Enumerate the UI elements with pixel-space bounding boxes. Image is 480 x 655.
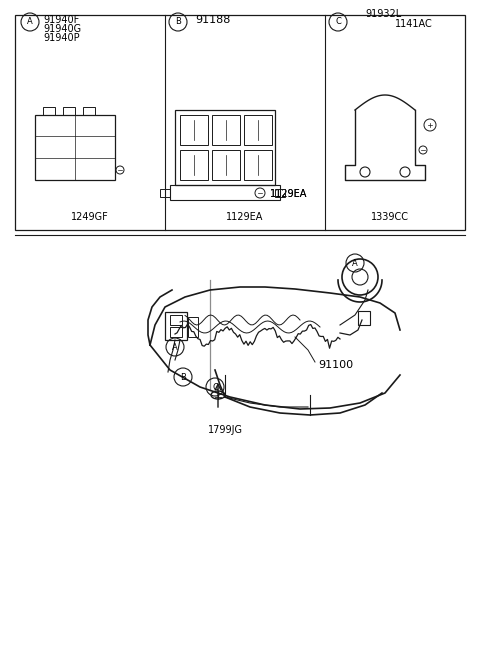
Text: 91940F: 91940F xyxy=(43,15,79,25)
Text: C: C xyxy=(212,383,218,392)
Text: 91932L: 91932L xyxy=(365,9,401,19)
Bar xyxy=(180,115,208,145)
Text: 1339CC: 1339CC xyxy=(371,212,409,222)
Text: A: A xyxy=(352,259,358,267)
Text: A: A xyxy=(27,18,33,26)
Text: C: C xyxy=(335,18,341,26)
Bar xyxy=(43,107,55,115)
Text: 1129EA: 1129EA xyxy=(270,189,307,199)
Bar xyxy=(175,110,275,185)
Text: A: A xyxy=(172,343,178,352)
Text: 1129EA: 1129EA xyxy=(226,212,264,222)
Bar xyxy=(358,311,370,325)
Bar xyxy=(63,107,75,115)
Bar xyxy=(35,115,115,180)
Text: B: B xyxy=(175,18,181,26)
Text: 91188: 91188 xyxy=(195,15,230,25)
Bar xyxy=(244,115,272,145)
Bar xyxy=(165,312,187,340)
Bar xyxy=(170,315,182,325)
Text: 1799JG: 1799JG xyxy=(207,425,242,435)
Bar xyxy=(188,317,198,337)
Bar xyxy=(83,107,95,115)
Bar xyxy=(15,15,465,230)
Bar xyxy=(244,150,272,180)
Bar xyxy=(212,115,240,145)
Bar xyxy=(170,327,182,337)
Bar xyxy=(160,189,170,197)
Bar xyxy=(212,150,240,180)
Text: 91940G: 91940G xyxy=(43,24,81,34)
Text: 1129EA: 1129EA xyxy=(270,189,307,199)
Bar xyxy=(180,150,208,180)
Bar xyxy=(170,185,280,200)
Bar xyxy=(275,189,285,197)
Text: 1249GF: 1249GF xyxy=(71,212,109,222)
Text: 91940P: 91940P xyxy=(43,33,80,43)
Text: 1141AC: 1141AC xyxy=(395,19,433,29)
Text: 91100: 91100 xyxy=(318,360,353,370)
Text: B: B xyxy=(180,373,186,381)
